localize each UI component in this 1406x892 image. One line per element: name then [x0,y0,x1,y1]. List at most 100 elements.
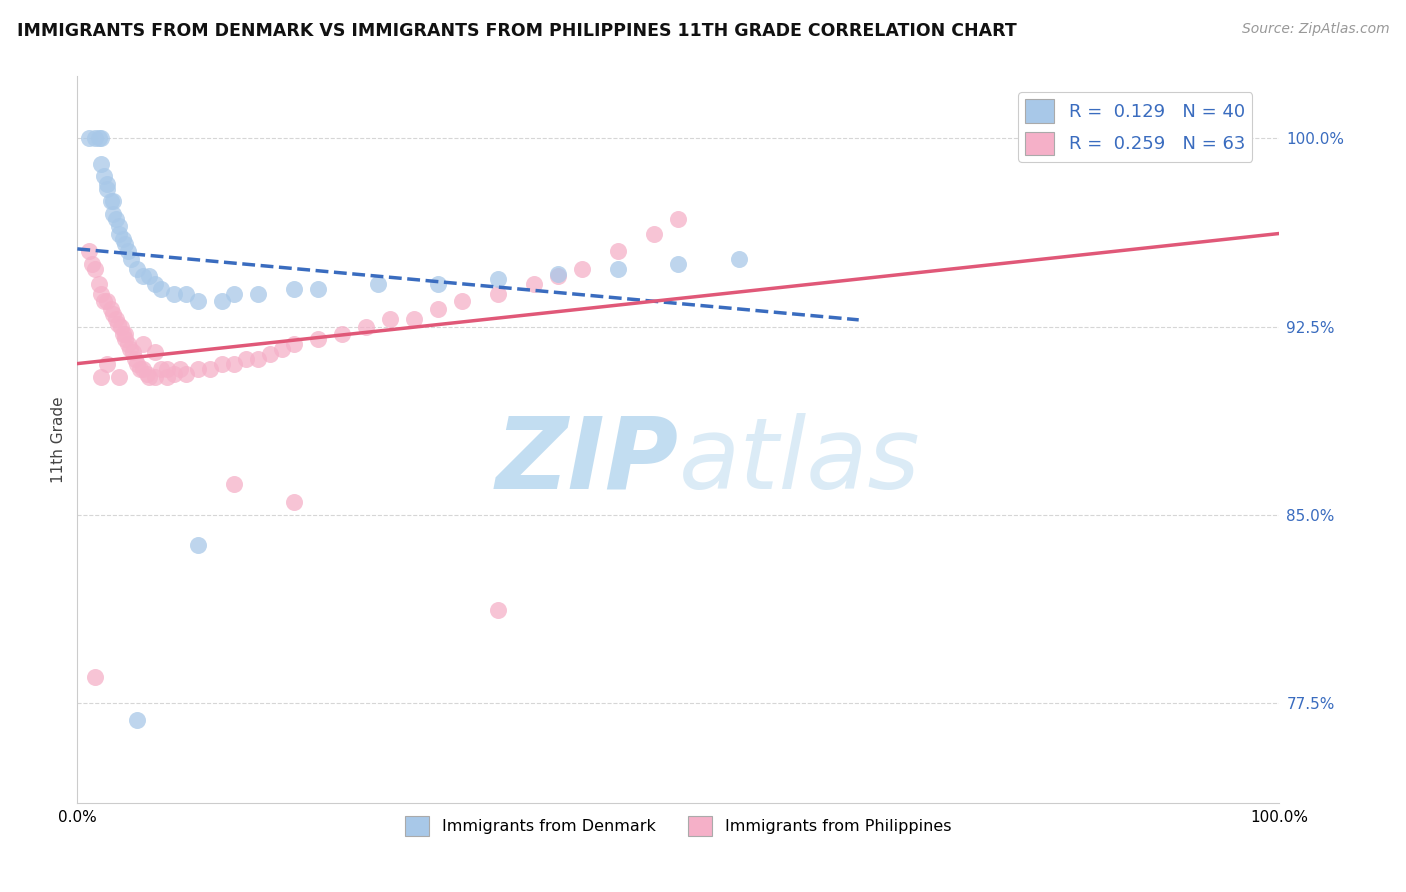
Point [114,332,136,346]
Point [103,207,125,221]
Point [96,181,118,195]
Text: IMMIGRANTS FROM DENMARK VS IMMIGRANTS FROM PHILIPPINES 11TH GRADE CORRELATION CH: IMMIGRANTS FROM DENMARK VS IMMIGRANTS FR… [17,22,1017,40]
Point [90,369,112,384]
Point [93,169,115,183]
Point [523,277,546,291]
Point [283,495,305,509]
Point [132,269,155,284]
Point [90,287,112,301]
Point [222,357,245,371]
Point [547,267,569,281]
Point [186,362,209,376]
Point [402,312,425,326]
Point [186,538,209,552]
Point [668,211,690,226]
Point [307,282,329,296]
Point [486,603,509,617]
Point [84,261,107,276]
Point [235,352,257,367]
Point [162,367,184,381]
Point [104,312,127,326]
Point [79,131,101,145]
Point [128,362,150,376]
Point [643,227,665,241]
Point [145,277,167,291]
Legend: Immigrants from Denmark, Immigrants from Philippines: Immigrants from Denmark, Immigrants from… [399,810,957,842]
Point [127,357,149,371]
Point [162,287,184,301]
Point [367,277,389,291]
Point [90,131,112,145]
Point [174,287,197,301]
Point [222,287,245,301]
Point [571,261,593,276]
Point [259,347,281,361]
Point [211,294,233,309]
Point [107,317,129,331]
Point [79,244,101,259]
Point [121,344,143,359]
Point [486,287,509,301]
Y-axis label: 11th Grade: 11th Grade [51,396,66,483]
Point [117,244,139,259]
Point [270,342,292,356]
Text: Source: ZipAtlas.com: Source: ZipAtlas.com [1241,22,1389,37]
Point [84,131,107,145]
Point [330,326,353,341]
Point [114,326,136,341]
Point [120,342,142,356]
Point [150,282,173,296]
Point [87,131,110,145]
Point [100,194,122,209]
Point [108,227,131,241]
Point [427,277,450,291]
Point [117,337,139,351]
Point [486,272,509,286]
Point [120,252,142,266]
Point [156,369,179,384]
Point [607,261,630,276]
Point [127,713,149,727]
Point [547,269,569,284]
Point [283,282,305,296]
Point [198,362,221,376]
Point [354,319,377,334]
Point [136,367,159,381]
Point [145,344,167,359]
Point [156,362,179,376]
Point [607,244,630,259]
Point [127,261,149,276]
Point [84,670,107,684]
Point [103,307,125,321]
Point [100,301,122,316]
Point [138,369,160,384]
Point [150,362,173,376]
Point [80,257,103,271]
Point [96,294,118,309]
Text: atlas: atlas [679,413,920,509]
Point [186,294,209,309]
Point [114,236,136,251]
Point [138,269,160,284]
Point [103,194,125,209]
Point [222,477,245,491]
Point [211,357,233,371]
Point [132,362,155,376]
Point [96,357,118,371]
Point [124,352,146,367]
Point [90,156,112,170]
Text: ZIP: ZIP [495,413,679,509]
Point [307,332,329,346]
Point [104,211,127,226]
Point [108,219,131,234]
Point [451,294,474,309]
Point [668,257,690,271]
Point [169,362,191,376]
Point [427,301,450,316]
Point [246,287,269,301]
Point [132,337,155,351]
Point [174,367,197,381]
Point [378,312,401,326]
Point [111,326,134,341]
Point [96,177,118,191]
